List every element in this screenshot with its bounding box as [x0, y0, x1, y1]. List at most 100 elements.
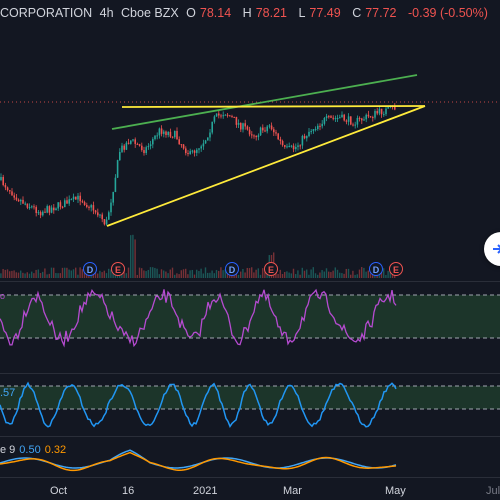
candle-body — [220, 115, 222, 117]
candle-body — [64, 200, 66, 208]
volume-bar — [75, 267, 77, 278]
earnings-marker[interactable]: E — [264, 262, 278, 276]
candle-body — [167, 131, 169, 135]
candle-body — [336, 118, 339, 120]
candle-body — [268, 125, 271, 127]
volume-bar — [244, 272, 246, 278]
candle-body — [149, 144, 152, 147]
candle-body — [233, 116, 235, 118]
volume-bar — [242, 268, 244, 278]
earnings-marker[interactable]: E — [111, 262, 125, 276]
volume-bar — [328, 271, 330, 278]
volume-bar — [57, 273, 59, 278]
volume-bar — [286, 271, 288, 278]
rsi-label[interactable]: o — [0, 291, 6, 301]
candle-body — [101, 214, 103, 220]
volume-bar — [336, 269, 339, 278]
candle-body — [88, 206, 90, 208]
pane-separator[interactable] — [0, 281, 500, 282]
volume-bar — [185, 268, 187, 278]
volume-bar — [378, 273, 380, 278]
candle-body — [123, 145, 125, 150]
volume-bar — [246, 267, 248, 278]
volume-bar — [361, 267, 363, 278]
candle-body — [310, 131, 312, 133]
volume-bar — [116, 274, 119, 278]
volume-bar — [44, 268, 46, 278]
candle-body — [114, 177, 117, 192]
candle-body — [37, 212, 40, 214]
volume-bar — [110, 269, 112, 278]
candle-body — [330, 116, 332, 118]
volume-bar — [358, 269, 361, 278]
dividend-marker[interactable]: D — [225, 262, 239, 276]
candle-body — [248, 129, 251, 135]
candle-body — [79, 195, 81, 202]
candle-body — [345, 120, 348, 122]
dividend-marker[interactable]: D — [369, 262, 383, 276]
candle-body — [59, 202, 62, 207]
pane-separator[interactable] — [0, 436, 500, 437]
candle-body — [343, 114, 345, 121]
candle-body — [385, 108, 387, 115]
scroll-to-realtime-button[interactable] — [484, 232, 500, 266]
candle-body — [110, 202, 112, 213]
candle-body — [174, 130, 176, 138]
candle-body — [295, 146, 297, 150]
candle-body — [361, 118, 363, 121]
candle-body — [185, 148, 187, 154]
volume-bar — [198, 270, 200, 278]
candle-body — [297, 145, 299, 147]
volume-bar — [321, 270, 323, 278]
volume-bar — [171, 267, 174, 278]
volume-bar — [218, 270, 220, 278]
volume-bar — [48, 273, 50, 278]
volume-bar — [119, 273, 121, 278]
candle-body — [191, 150, 194, 152]
earnings-marker[interactable]: E — [389, 262, 403, 276]
change-value: -0.39 (-0.50%) — [407, 6, 488, 20]
dividend-marker[interactable]: D — [83, 262, 97, 276]
candle-body — [231, 116, 233, 118]
macd-legend[interactable]: e 9 0.50 0.32 — [0, 444, 66, 456]
candle-body — [224, 114, 227, 116]
volume-bar — [160, 269, 163, 278]
candle-body — [169, 131, 172, 137]
candle-body — [178, 139, 180, 145]
volume-bar — [299, 274, 301, 278]
volume-bar — [24, 273, 26, 278]
volume-bar — [46, 274, 48, 278]
candle-body — [17, 199, 20, 202]
candle-body — [288, 145, 290, 147]
volume-bar — [101, 272, 103, 278]
x-tick: Jul — [486, 485, 500, 497]
symbol-name[interactable]: CORPORATION — [0, 6, 93, 20]
volume-bar — [94, 270, 97, 278]
volume-bar — [264, 270, 266, 278]
candle-body — [152, 139, 154, 145]
volume-bar — [297, 270, 299, 278]
candle-body — [213, 116, 216, 122]
candle-body — [48, 206, 51, 213]
candle-body — [77, 195, 79, 200]
volume-bar — [323, 271, 325, 278]
candle-body — [39, 212, 42, 216]
candle-body — [90, 205, 92, 208]
interval[interactable]: 4h — [99, 6, 114, 20]
volume-bar — [6, 269, 9, 278]
pane-separator[interactable] — [0, 373, 500, 374]
candle-body — [2, 177, 4, 186]
candle-body — [141, 145, 143, 151]
volume-bars — [0, 234, 396, 278]
volume-bar — [350, 274, 352, 278]
volume-bar — [334, 267, 336, 278]
volume-bar — [369, 273, 372, 278]
candle-body — [356, 117, 359, 125]
candle-body — [103, 219, 106, 225]
candle-body — [70, 199, 73, 201]
volume-bar — [193, 274, 196, 278]
volume-bar — [257, 268, 259, 278]
candle-body — [222, 115, 224, 117]
